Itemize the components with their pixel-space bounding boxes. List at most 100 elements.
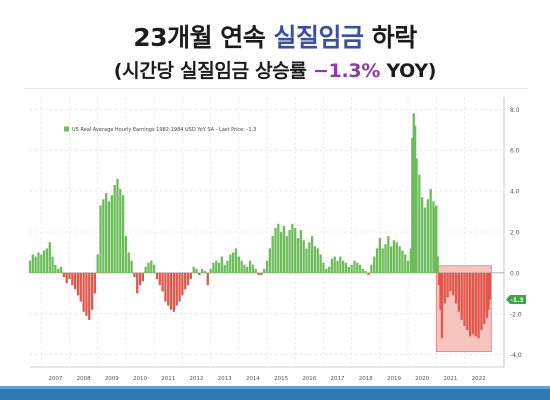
bar — [364, 270, 367, 273]
bar — [296, 238, 300, 273]
bar — [454, 272, 458, 304]
bar — [316, 248, 319, 273]
bar — [353, 260, 356, 273]
headline-emphasis-real-wages: 실질임금 — [273, 23, 364, 52]
headline-line-2: (시간당 실질임금 상승률 −1.3% YOY) — [0, 56, 550, 83]
bar — [271, 236, 274, 273]
bar — [282, 225, 286, 273]
y-tick-label: 8.0 — [510, 107, 520, 114]
x-tick-label: 2009 — [105, 376, 119, 382]
bar — [358, 264, 362, 273]
bar — [370, 264, 373, 273]
bar — [411, 137, 414, 273]
bar — [152, 264, 156, 273]
bar — [406, 260, 410, 273]
bar — [401, 250, 404, 273]
bar — [136, 272, 139, 294]
bar — [82, 272, 85, 312]
bar — [169, 272, 173, 310]
bar — [31, 254, 34, 273]
bar — [229, 254, 232, 273]
bar — [48, 242, 51, 273]
bar — [192, 266, 195, 273]
bar — [488, 272, 492, 300]
x-tick-label: 2018 — [359, 376, 373, 382]
headline-line-1-prefix: 23개월 연속 — [133, 23, 274, 52]
bar — [268, 248, 271, 273]
bar — [167, 272, 170, 306]
bar — [73, 272, 77, 290]
bar — [189, 272, 192, 280]
bar — [310, 236, 314, 273]
bar — [181, 272, 184, 296]
bar — [485, 272, 489, 318]
bar — [319, 254, 322, 273]
bar — [186, 272, 190, 286]
bar — [144, 266, 147, 273]
bar — [339, 256, 342, 273]
bar — [449, 272, 452, 292]
bar — [54, 264, 57, 273]
bar — [217, 262, 221, 273]
bar — [313, 246, 317, 273]
bar — [68, 272, 71, 280]
bar — [381, 248, 384, 273]
bar — [184, 272, 187, 290]
bar — [299, 229, 303, 273]
bar — [240, 260, 243, 273]
bar — [198, 272, 201, 275]
bar — [423, 207, 427, 273]
bar — [28, 260, 32, 273]
bar — [124, 236, 128, 273]
bar — [305, 248, 308, 273]
last-price-label: -1.3 — [510, 297, 523, 304]
x-tick-label: 2020 — [415, 376, 429, 382]
bar — [446, 272, 449, 298]
bar — [291, 223, 294, 273]
x-tick-label: 2008 — [77, 376, 91, 382]
bar — [51, 256, 54, 273]
bar — [234, 248, 238, 273]
bar — [155, 272, 159, 280]
bar — [88, 272, 91, 320]
bar — [42, 250, 46, 273]
bar — [412, 113, 415, 273]
bar — [443, 272, 446, 304]
bar — [350, 264, 353, 273]
bar — [480, 272, 483, 331]
bar — [62, 272, 66, 277]
bar — [265, 260, 269, 273]
bar — [231, 252, 235, 273]
bar — [96, 254, 99, 273]
bar — [421, 197, 424, 273]
x-tick-label: 2015 — [274, 376, 288, 382]
headline-line-2-prefix: (시간당 실질임금 상승률 — [113, 60, 313, 82]
bar — [130, 260, 133, 273]
bar — [65, 272, 68, 284]
bar — [93, 272, 97, 294]
y-tick-label: -2.0 — [510, 311, 522, 318]
headline-line-1: 23개월 연속 실질임금 하락 — [0, 18, 550, 54]
chart-panel: 8.0 6.0 4.0 2.0 0.0 -2.0 -4.0 2007 2008 2009 2010 2… — [24, 88, 528, 389]
bar — [452, 272, 455, 296]
bar — [436, 256, 439, 273]
bar — [426, 199, 429, 273]
bar — [254, 268, 257, 273]
bar — [279, 232, 283, 273]
x-tick-label: 2010 — [133, 376, 147, 382]
x-tick-label: 2016 — [302, 376, 316, 382]
bar — [439, 272, 442, 310]
bar — [404, 254, 407, 273]
bar — [263, 268, 266, 273]
bar — [466, 272, 469, 331]
bar — [206, 272, 209, 286]
bar — [435, 205, 438, 273]
bar — [79, 272, 82, 302]
bar — [375, 248, 379, 273]
bar — [487, 272, 490, 310]
bar — [172, 272, 176, 312]
bar — [237, 256, 240, 273]
bar — [121, 195, 125, 273]
bar — [257, 272, 260, 275]
bar — [110, 195, 113, 273]
